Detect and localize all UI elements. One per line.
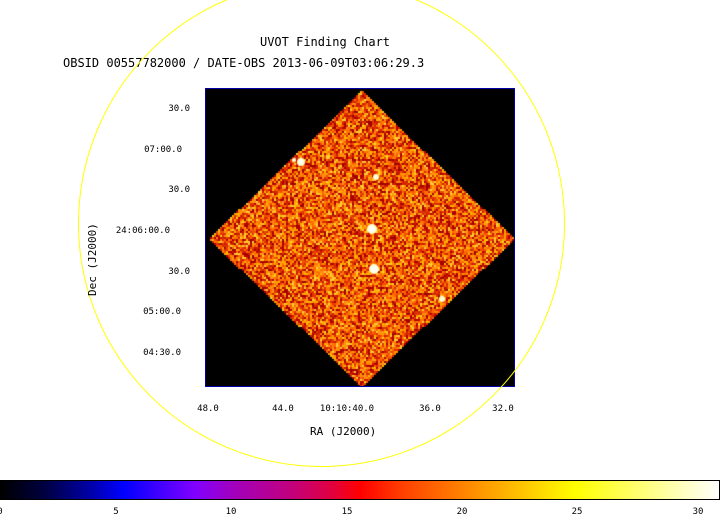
x-tick: 36.0: [419, 404, 441, 414]
image-frame: [205, 88, 515, 387]
colorbar-tick: 25: [571, 507, 583, 517]
sky-image: [206, 89, 514, 386]
y-axis-label: Dec (J2000): [86, 223, 99, 296]
y-tick: 24:06:00.0: [115, 226, 170, 236]
colorbar-tick: 5: [113, 507, 119, 517]
y-tick: 30.0: [168, 185, 190, 195]
colorbar-tick: 0: [0, 507, 15, 517]
x-tick: 32.0: [492, 404, 514, 414]
x-axis-label: RA (J2000): [310, 425, 377, 438]
y-tick: 04:30.0: [143, 348, 181, 358]
colorbar: [0, 480, 720, 500]
y-tick: 05:00.0: [143, 307, 181, 317]
x-tick: 10:10:40.0: [319, 404, 375, 414]
x-tick: 44.0: [272, 404, 294, 414]
y-tick: 07:00.0: [144, 145, 182, 155]
chart-title: UVOT Finding Chart: [259, 35, 391, 49]
chart-subtitle: OBSID 00557782000 / DATE-OBS 2013-06-09T…: [63, 56, 425, 70]
x-tick: 48.0: [197, 404, 219, 414]
colorbar-tick: 15: [341, 507, 353, 517]
colorbar-tick: 20: [456, 507, 468, 517]
y-tick: 30.0: [168, 267, 190, 277]
colorbar-tick: 30: [692, 507, 704, 517]
colorbar-tick: 10: [225, 507, 237, 517]
y-tick: 30.0: [168, 104, 190, 114]
